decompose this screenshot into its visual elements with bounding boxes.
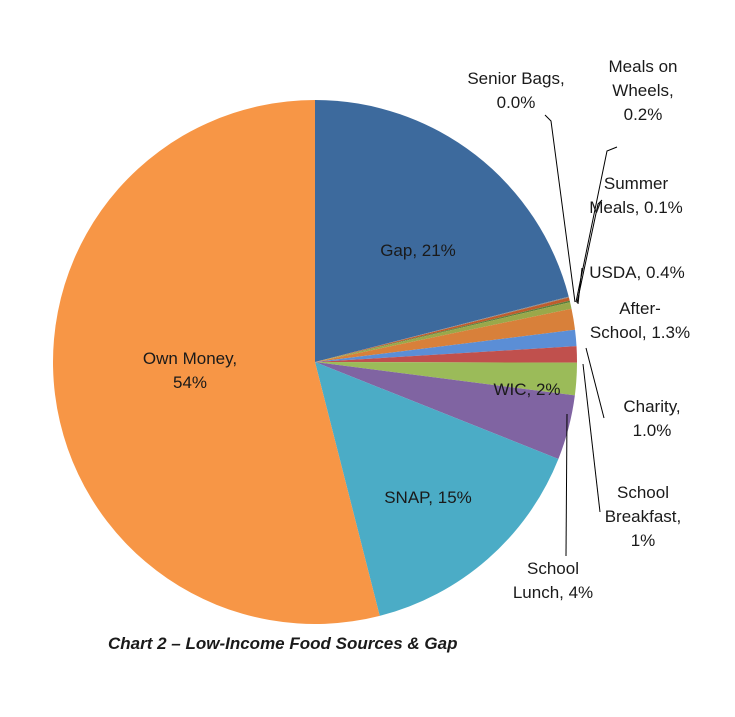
label-gap: Gap, 21% (380, 241, 456, 260)
label-wic: WIC, 2% (493, 380, 560, 399)
slice-snap (315, 362, 559, 616)
labels-layer: Gap, 21% Senior Bags, 0.0% Meals on Wheels, 0… (143, 57, 690, 602)
slice-gap (315, 100, 569, 362)
slice-meals-on-wheels (315, 297, 570, 362)
leader-line-charity (585, 347, 605, 419)
label-summer-meals: Summer Meals, 0.1% (589, 174, 683, 217)
leader-line-senior-bags (544, 114, 576, 303)
label-school-lunch: School Lunch, 4% (513, 559, 593, 602)
chart-title: Chart 2 – Low-Income Food Sources & Gap (108, 634, 458, 653)
slice-charity (315, 329, 577, 362)
label-school-breakfast: School Breakfast, 1% (605, 483, 682, 550)
label-after-school: After-School, 1.3% (590, 299, 690, 342)
leader-line-meals-on-wheels (575, 146, 618, 303)
leader-line-summer-meals (576, 199, 603, 304)
slice-school-breakfast (315, 346, 577, 363)
label-usda: USDA, 0.4% (589, 263, 684, 282)
slice-usda (315, 302, 572, 362)
label-own-money: Own Money, 54% (143, 349, 237, 392)
slice-after-school (315, 308, 576, 362)
label-senior-bags: Senior Bags, 0.0% (467, 69, 564, 112)
slice-wic (315, 362, 577, 396)
label-meals-on-wheels: Meals on Wheels, 0.2% (609, 57, 678, 124)
leader-line-school-breakfast (582, 363, 601, 513)
slice-senior-bags (315, 296, 569, 362)
leader-lines-layer (544, 114, 618, 557)
slice-summer-meals (315, 300, 571, 362)
slice-school-lunch (315, 362, 575, 459)
slice-own-money (53, 100, 380, 624)
leader-line-school-lunch (565, 413, 568, 557)
slices-layer (53, 100, 577, 624)
label-charity: Charity, 1.0% (623, 397, 680, 440)
label-snap: SNAP, 15% (384, 488, 472, 507)
leader-line-usda (577, 267, 583, 305)
